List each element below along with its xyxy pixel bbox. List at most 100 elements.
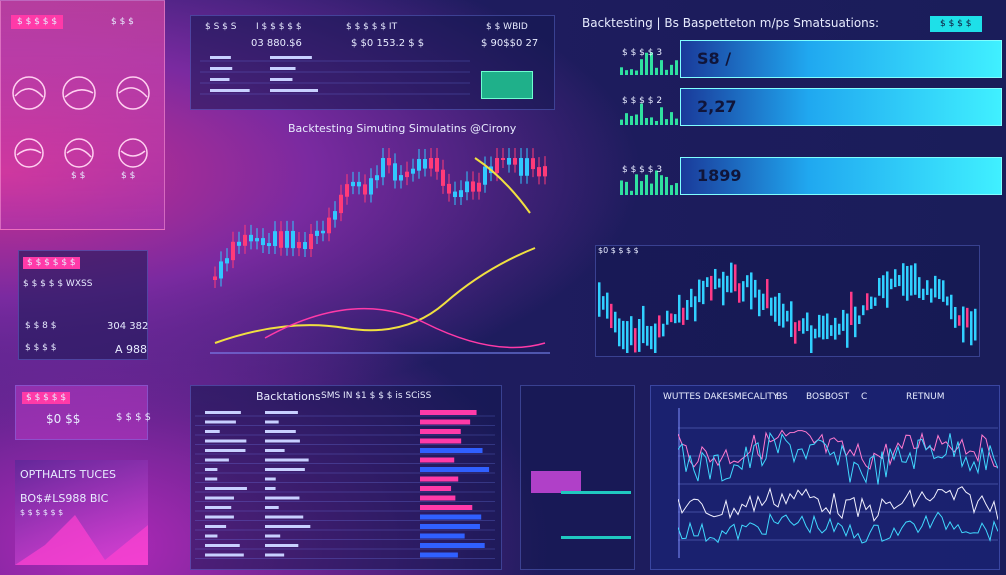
wave-bar: [674, 314, 677, 324]
candle: [375, 175, 379, 181]
info-line: $ $ $ $ $ WXSS: [23, 279, 93, 289]
row-text: [205, 449, 246, 452]
table-header: $ $ $ $ $ IT: [346, 22, 398, 32]
table-rows: [195, 410, 495, 559]
wave-bar: [846, 313, 849, 348]
wave-bar: [786, 310, 789, 322]
gauge-trace: [14, 87, 148, 158]
wave-bar: [610, 303, 613, 329]
row-bar: [420, 476, 459, 482]
wave-bar: [818, 314, 821, 338]
candle: [225, 258, 229, 264]
panel-label: $ $: [121, 171, 136, 181]
row-text: [265, 411, 298, 414]
candle: [507, 158, 511, 165]
row-text: [210, 56, 231, 59]
row-bar: [420, 495, 456, 501]
row-bar: [420, 505, 473, 510]
mini-bar: [655, 170, 658, 195]
candle: [327, 217, 331, 234]
row-text: [265, 553, 285, 557]
wave-bar: [714, 268, 717, 290]
trend-line: [474, 157, 531, 214]
chart-title: WUTTES DAKESMECALITY: [663, 392, 779, 402]
series-line: [678, 511, 998, 544]
metric-label: $ $ $ $ 2: [622, 96, 663, 106]
candle: [333, 211, 337, 220]
action-button[interactable]: $ $ $ $: [930, 16, 982, 32]
row-bar: [420, 486, 452, 491]
row-text: [265, 439, 300, 443]
row-text: [265, 477, 276, 481]
mini-bar: [645, 52, 648, 75]
chart-tab[interactable]: BOSBOST: [806, 392, 850, 402]
mini-bar: [670, 112, 673, 125]
mini-bar: [620, 180, 623, 195]
line-chart: [678, 408, 998, 558]
mini-bar: [640, 59, 643, 75]
wave-bar: [854, 306, 857, 338]
wave-chart: [598, 262, 977, 353]
row-text: [205, 420, 236, 424]
side-panel: [520, 385, 635, 570]
candle: [213, 276, 217, 280]
wave-bar: [866, 293, 869, 311]
gauge: [14, 138, 44, 168]
row-text: [205, 411, 241, 414]
candle: [267, 243, 271, 247]
candle: [405, 171, 409, 178]
stat-value: $0 $$: [46, 412, 81, 426]
candle: [423, 159, 427, 169]
candle: [471, 181, 475, 192]
candle: [387, 158, 391, 166]
candle: [519, 158, 523, 176]
candle: [273, 231, 277, 247]
wave-bar: [738, 283, 741, 303]
row-text: [210, 67, 233, 70]
candle: [459, 190, 463, 198]
chart-tab[interactable]: C: [861, 392, 868, 402]
wave-bar: [702, 280, 705, 305]
row-text: [205, 525, 227, 528]
wave-bar: [742, 281, 745, 302]
wave-bar: [810, 325, 813, 353]
metric-bar: S8 /: [680, 40, 1002, 78]
wave-bar: [838, 323, 841, 335]
mini-bar: [645, 117, 648, 125]
row-text: [265, 458, 309, 462]
candle: [285, 230, 289, 248]
wave-bar: [802, 318, 805, 334]
mini-bar: [630, 190, 633, 195]
wave-bar: [906, 265, 909, 301]
row-text: [270, 89, 318, 92]
panel-title: $ $ $ $ $: [11, 15, 64, 29]
chart-tab[interactable]: BS: [776, 392, 788, 402]
wave-bar: [962, 306, 965, 343]
row-bar: [420, 467, 490, 472]
wave-bar: [690, 288, 693, 308]
metric-value: S8 /: [697, 49, 732, 68]
promo-value: BO$#LS988 BIC: [20, 492, 109, 505]
candle: [381, 158, 385, 178]
side-bar: [561, 536, 631, 539]
candle: [219, 261, 223, 279]
candle: [321, 230, 325, 234]
chart-tab[interactable]: RETNUM: [906, 392, 945, 402]
wave-bar: [678, 294, 681, 323]
wave-bar: [710, 275, 713, 301]
candle: [279, 231, 283, 248]
wave-bar: [882, 275, 885, 299]
wave-bar: [630, 316, 633, 346]
table-header: $ S $ S: [205, 22, 237, 32]
mini-bar: [625, 70, 628, 75]
table-header: I $ $ $ $ $: [256, 22, 302, 32]
wave-bar: [774, 296, 777, 322]
mini-bar: [660, 107, 663, 125]
wave-bar: [814, 328, 817, 339]
candle: [255, 238, 259, 242]
row-text: [265, 544, 299, 547]
wave-bar: [706, 277, 709, 288]
table-value: 03 880.$6: [251, 38, 302, 49]
candle: [363, 184, 367, 195]
mini-bar: [665, 119, 668, 125]
